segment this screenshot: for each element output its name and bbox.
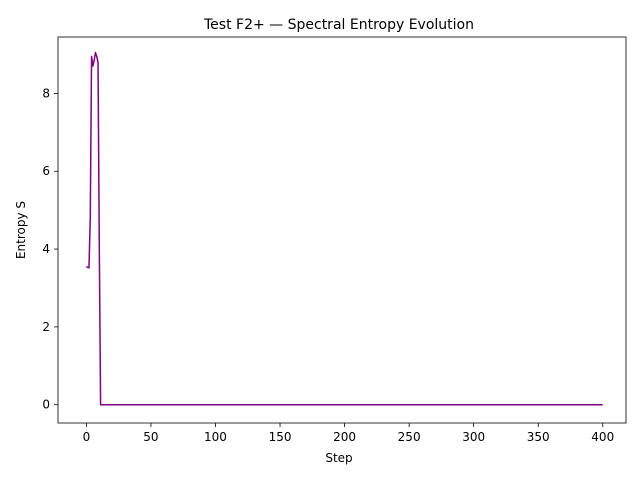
- x-tick-label: 150: [269, 430, 292, 444]
- y-tick-label: 8: [42, 86, 50, 100]
- axes-frame: [57, 36, 627, 424]
- x-tick-label: 250: [398, 430, 421, 444]
- x-tick-label: 400: [591, 430, 614, 444]
- series-line-0: [86, 51, 603, 406]
- y-axis: 0 2 4 6 8: [42, 86, 58, 412]
- x-tick-label: 0: [83, 430, 91, 444]
- y-tick-label: 6: [42, 164, 50, 178]
- x-tick-label: 350: [527, 430, 550, 444]
- y-tick-label: 0: [42, 398, 50, 412]
- x-tick-label: 50: [143, 430, 158, 444]
- y-tick-label: 2: [42, 320, 50, 334]
- plot-area: [86, 51, 603, 406]
- x-tick-label: 300: [462, 430, 485, 444]
- y-tick-label: 4: [42, 242, 50, 256]
- x-tick-label: 100: [204, 430, 227, 444]
- x-axis-label: Step: [325, 451, 352, 465]
- chart-title: Test F2+ — Spectral Entropy Evolution: [203, 17, 474, 33]
- y-axis-label: Entropy S: [14, 201, 28, 259]
- x-axis: 0 50 100 150 200 250 300 350 400: [83, 423, 614, 444]
- x-tick-label: 200: [333, 430, 356, 444]
